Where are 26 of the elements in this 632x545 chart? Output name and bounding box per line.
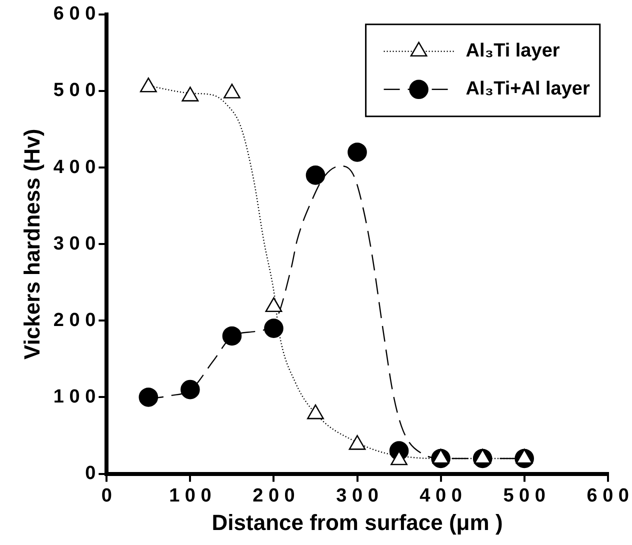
point xyxy=(224,84,240,98)
y-tick-label: 2 0 0 xyxy=(53,310,96,331)
y-tick-label: 1 0 0 xyxy=(53,386,96,408)
y-tick-label: 3 0 0 xyxy=(53,233,96,254)
point xyxy=(182,86,199,102)
x-tick-label: 6 0 0 xyxy=(586,485,630,506)
point xyxy=(265,297,282,312)
x-tick-label: 1 0 0 xyxy=(169,485,212,506)
y-axis-title: Vickers hardness (Hv) xyxy=(19,128,44,360)
point xyxy=(222,326,242,346)
y-tick-label: 5 0 0 xyxy=(53,80,96,102)
y-tick-label: 0 xyxy=(85,463,96,484)
x-tick-label: 5 0 0 xyxy=(503,485,546,506)
x-tick-label: 0 xyxy=(101,485,112,506)
point xyxy=(140,77,157,92)
point xyxy=(180,380,200,400)
x-axis-title: Distance from surface (μm ) xyxy=(212,510,503,535)
y-tick-label: 6 0 0 xyxy=(53,4,96,25)
x-tick-label: 4 0 0 xyxy=(420,485,462,506)
y-tick-label: 4 0 0 xyxy=(53,156,96,178)
x-tick-label: 3 0 0 xyxy=(336,485,378,506)
x-tick-label: 2 0 0 xyxy=(252,485,295,506)
legend-label: Al₃Ti+Al layer xyxy=(466,78,590,100)
legend-label: Al₃Ti layer xyxy=(466,40,560,62)
point xyxy=(264,318,284,338)
point xyxy=(138,388,158,407)
